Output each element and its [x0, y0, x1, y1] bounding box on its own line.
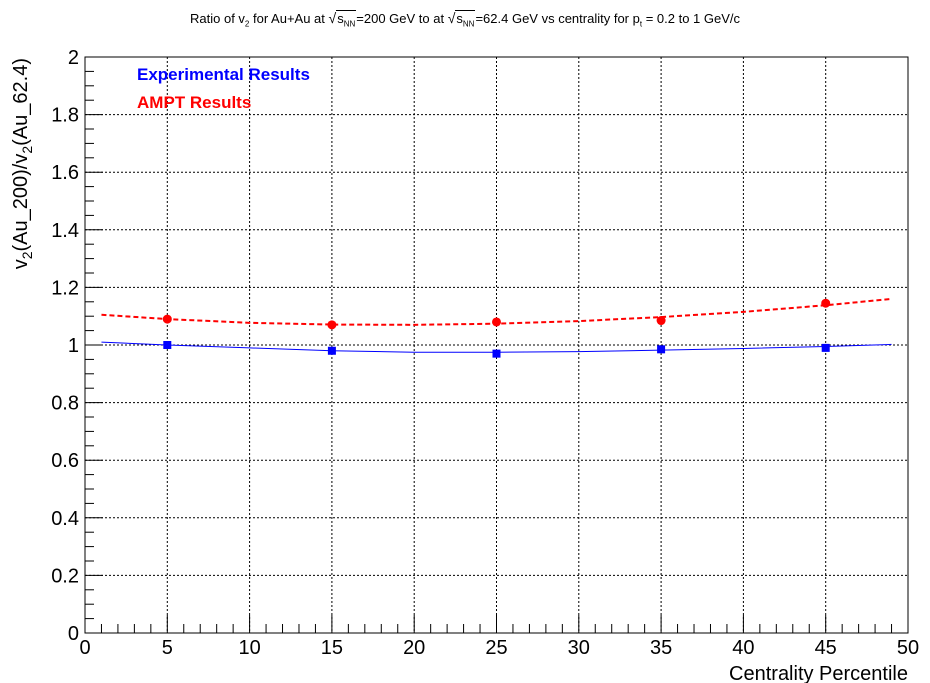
data-point-square [492, 349, 501, 358]
legend: Experimental Results AMPT Results [137, 65, 310, 112]
grid [85, 57, 908, 633]
y-tick-label: 1 [68, 335, 79, 357]
y-tick-label: 1.8 [51, 105, 79, 127]
y-axis-label: v2(Au_200)/v2(Au_62.4) [10, 58, 35, 269]
y-tick-label: 0 [68, 623, 79, 645]
x-tick-label: 15 [321, 637, 343, 659]
legend-entry-1: Experimental Results [137, 65, 310, 84]
x-tick-label: 35 [650, 637, 672, 659]
x-tick-label: 25 [485, 637, 507, 659]
axes [84, 56, 909, 634]
y-tick-label: 0.6 [51, 450, 79, 472]
data-markers [162, 298, 831, 358]
x-tick-labels: 0 5 10 15 20 25 30 35 40 45 50 [79, 637, 919, 659]
y-tick-label: 1.2 [51, 277, 79, 299]
y-tick-label: 1.4 [51, 220, 79, 242]
data-point-square [163, 341, 172, 349]
y-tick-label: 0.2 [51, 565, 79, 587]
data-point-circle [656, 316, 666, 326]
data-point-circle [327, 320, 337, 330]
y-tick-label: 0.8 [51, 393, 79, 415]
x-tick-label: 20 [403, 637, 425, 659]
y-tick-label: 0.4 [51, 508, 79, 530]
data-point-circle [821, 298, 831, 308]
x-tick-label: 40 [732, 637, 754, 659]
x-tick-label: 30 [568, 637, 590, 659]
x-tick-label: 0 [79, 637, 90, 659]
x-tick-label: 10 [238, 637, 260, 659]
data-point-square [657, 345, 666, 354]
data-point-circle [492, 317, 501, 327]
legend-entry-2: AMPT Results [137, 93, 251, 112]
x-tick-label: 5 [162, 637, 173, 659]
x-tick-label: 50 [897, 637, 919, 659]
data-point-circle [162, 314, 172, 324]
chart-title: Ratio of v2 for Au+Au at √sNN=200 GeV to… [190, 10, 740, 29]
data-point-square [327, 346, 336, 355]
x-tick-label: 45 [815, 637, 837, 659]
data-point-square [821, 343, 830, 352]
x-axis-label: Centrality Percentile [729, 663, 908, 683]
y-tick-label: 2 [68, 47, 79, 69]
y-tick-labels: 0 0.2 0.4 0.6 0.8 1 1.2 1.4 1.6 1.8 2 [51, 47, 79, 645]
y-tick-label: 1.6 [51, 162, 79, 184]
